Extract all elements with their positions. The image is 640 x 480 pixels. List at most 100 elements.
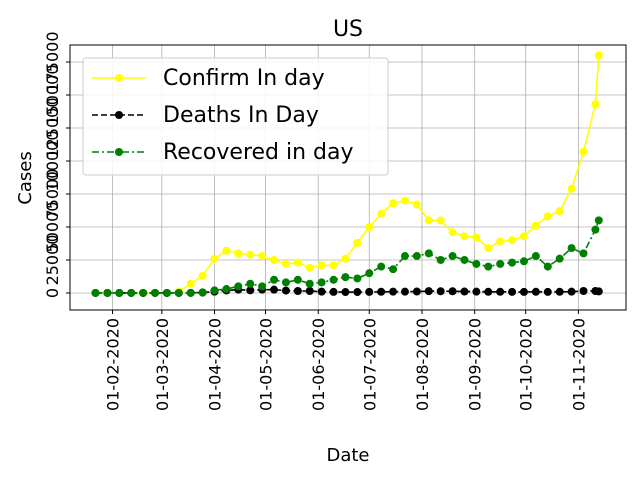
data-point [293,286,302,295]
data-point [377,262,386,271]
legend-marker [115,111,123,119]
data-point [293,275,302,284]
data-point [210,286,219,295]
data-point [472,287,481,296]
y-tick-label: 25000 [43,235,62,286]
legend-label: Deaths In Day [163,103,319,128]
data-point [484,287,493,296]
x-tick-label: 01-11-2020 [569,318,588,411]
data-point [198,271,207,280]
data-point [186,288,195,297]
data-point [365,222,374,231]
data-point [412,287,421,296]
data-point [127,288,136,297]
data-point [281,286,290,295]
y-tick-label: 150000 [43,64,62,125]
data-point [389,287,398,296]
data-point [329,275,338,284]
data-point [91,288,100,297]
data-point [222,285,231,294]
data-point [555,287,564,296]
data-point [436,216,445,225]
data-point [460,287,469,296]
data-point [377,209,386,218]
data-point [353,274,362,283]
data-point [270,285,279,294]
data-point [234,249,243,258]
data-point [317,287,326,296]
data-point [579,286,588,295]
data-point [519,232,528,241]
data-point [508,236,517,245]
data-point [246,279,255,288]
data-point [317,278,326,287]
data-point [591,225,600,234]
data-point [222,246,231,255]
data-point [519,257,528,266]
y-tick-label: 175000 [43,31,62,92]
data-point [496,287,505,296]
chart-title: US [333,17,363,42]
data-point [519,287,528,296]
data-point [448,228,457,237]
x-tick-label: 01-06-2020 [309,318,328,411]
data-point [412,252,421,261]
data-point [448,252,457,261]
data-point [543,212,552,221]
legend-label: Recovered in day [163,140,354,165]
data-point [281,278,290,287]
data-point [258,252,267,261]
y-tick-label: 125000 [43,97,62,158]
data-point [460,255,469,264]
data-point [341,288,350,297]
data-point [246,286,255,295]
x-tick-label: 01-08-2020 [413,318,432,411]
data-point [174,288,183,297]
data-point [594,287,603,296]
data-point [341,273,350,282]
data-point [305,279,314,288]
data-point [365,269,374,278]
data-point [258,282,267,291]
data-point [353,238,362,247]
x-tick-label: 01-05-2020 [257,318,276,411]
data-point [412,200,421,209]
data-point [353,288,362,297]
data-point [472,259,481,268]
data-point [567,184,576,193]
data-point [594,216,603,225]
data-point [531,252,540,261]
y-axis-label: Cases [15,151,36,204]
data-point [567,244,576,253]
data-point [555,254,564,263]
data-point [508,287,517,296]
data-point [555,207,564,216]
y-tick-label: 75000 [43,169,62,220]
data-point [270,275,279,284]
data-point [424,216,433,225]
data-point [389,265,398,274]
data-point [472,233,481,242]
data-point [162,288,171,297]
data-point [293,258,302,267]
data-point [448,287,457,296]
data-point [186,279,195,288]
data-point [270,255,279,264]
data-point [591,100,600,109]
x-tick-label: 01-03-2020 [153,318,172,411]
data-point [436,287,445,296]
data-point [484,244,493,253]
data-point [389,199,398,208]
data-point [341,254,350,263]
x-tick-label: 01-07-2020 [360,318,379,411]
data-point [579,249,588,258]
y-tick-label: 100000 [43,130,62,191]
x-tick-label: 01-09-2020 [466,318,485,411]
x-axis-label: Date [326,445,369,466]
data-point [234,282,243,291]
data-point [508,258,517,267]
data-point [567,287,576,296]
data-point [400,287,409,296]
legend-marker [115,74,123,82]
data-point [246,250,255,259]
